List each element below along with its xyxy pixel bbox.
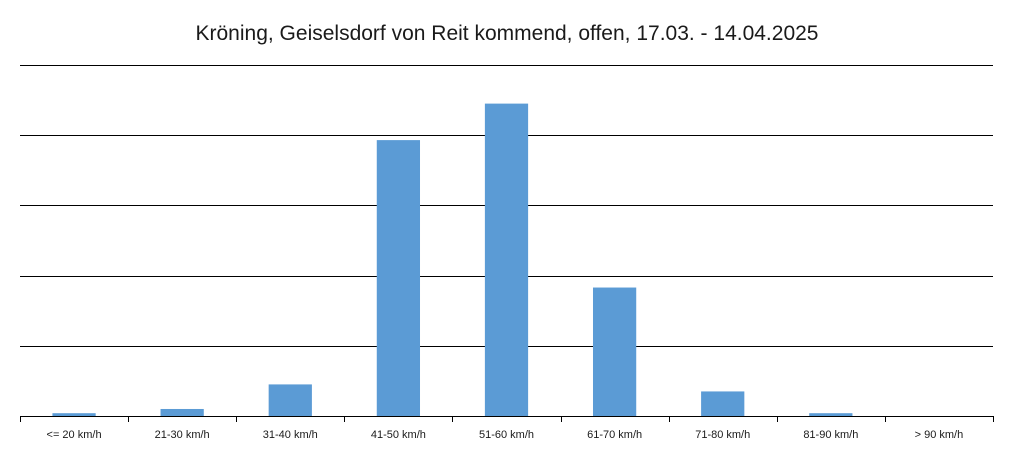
bar-1 [52,413,96,416]
bar-5 [484,103,529,417]
x-tick-label: <= 20 km/h [47,429,102,441]
x-tick-label: 71-80 km/h [695,429,750,441]
x-tick-label: 81-90 km/h [803,429,858,441]
bar-4 [376,140,421,417]
bar-8 [809,413,853,416]
x-tick-labels: <= 20 km/h 21-30 km/h 31-40 km/h 41-50 km/h… [47,429,964,441]
bar-3 [268,384,312,416]
bar-7 [701,391,745,416]
bar-6 [592,287,637,416]
x-tick-label: 21-30 km/h [155,429,210,441]
bar-2 [160,408,204,416]
chart-title: Kröning, Geiselsdorf von Reit kommend, o… [195,22,819,45]
x-tick-label: 61-70 km/h [587,429,642,441]
x-tick-label: 41-50 km/h [371,429,426,441]
x-tick-label: 31-40 km/h [263,429,318,441]
x-tick-label: 51-60 km/h [479,429,534,441]
x-tick-label: > 90 km/h [915,429,964,441]
x-axis [20,416,994,422]
bars [52,103,853,417]
